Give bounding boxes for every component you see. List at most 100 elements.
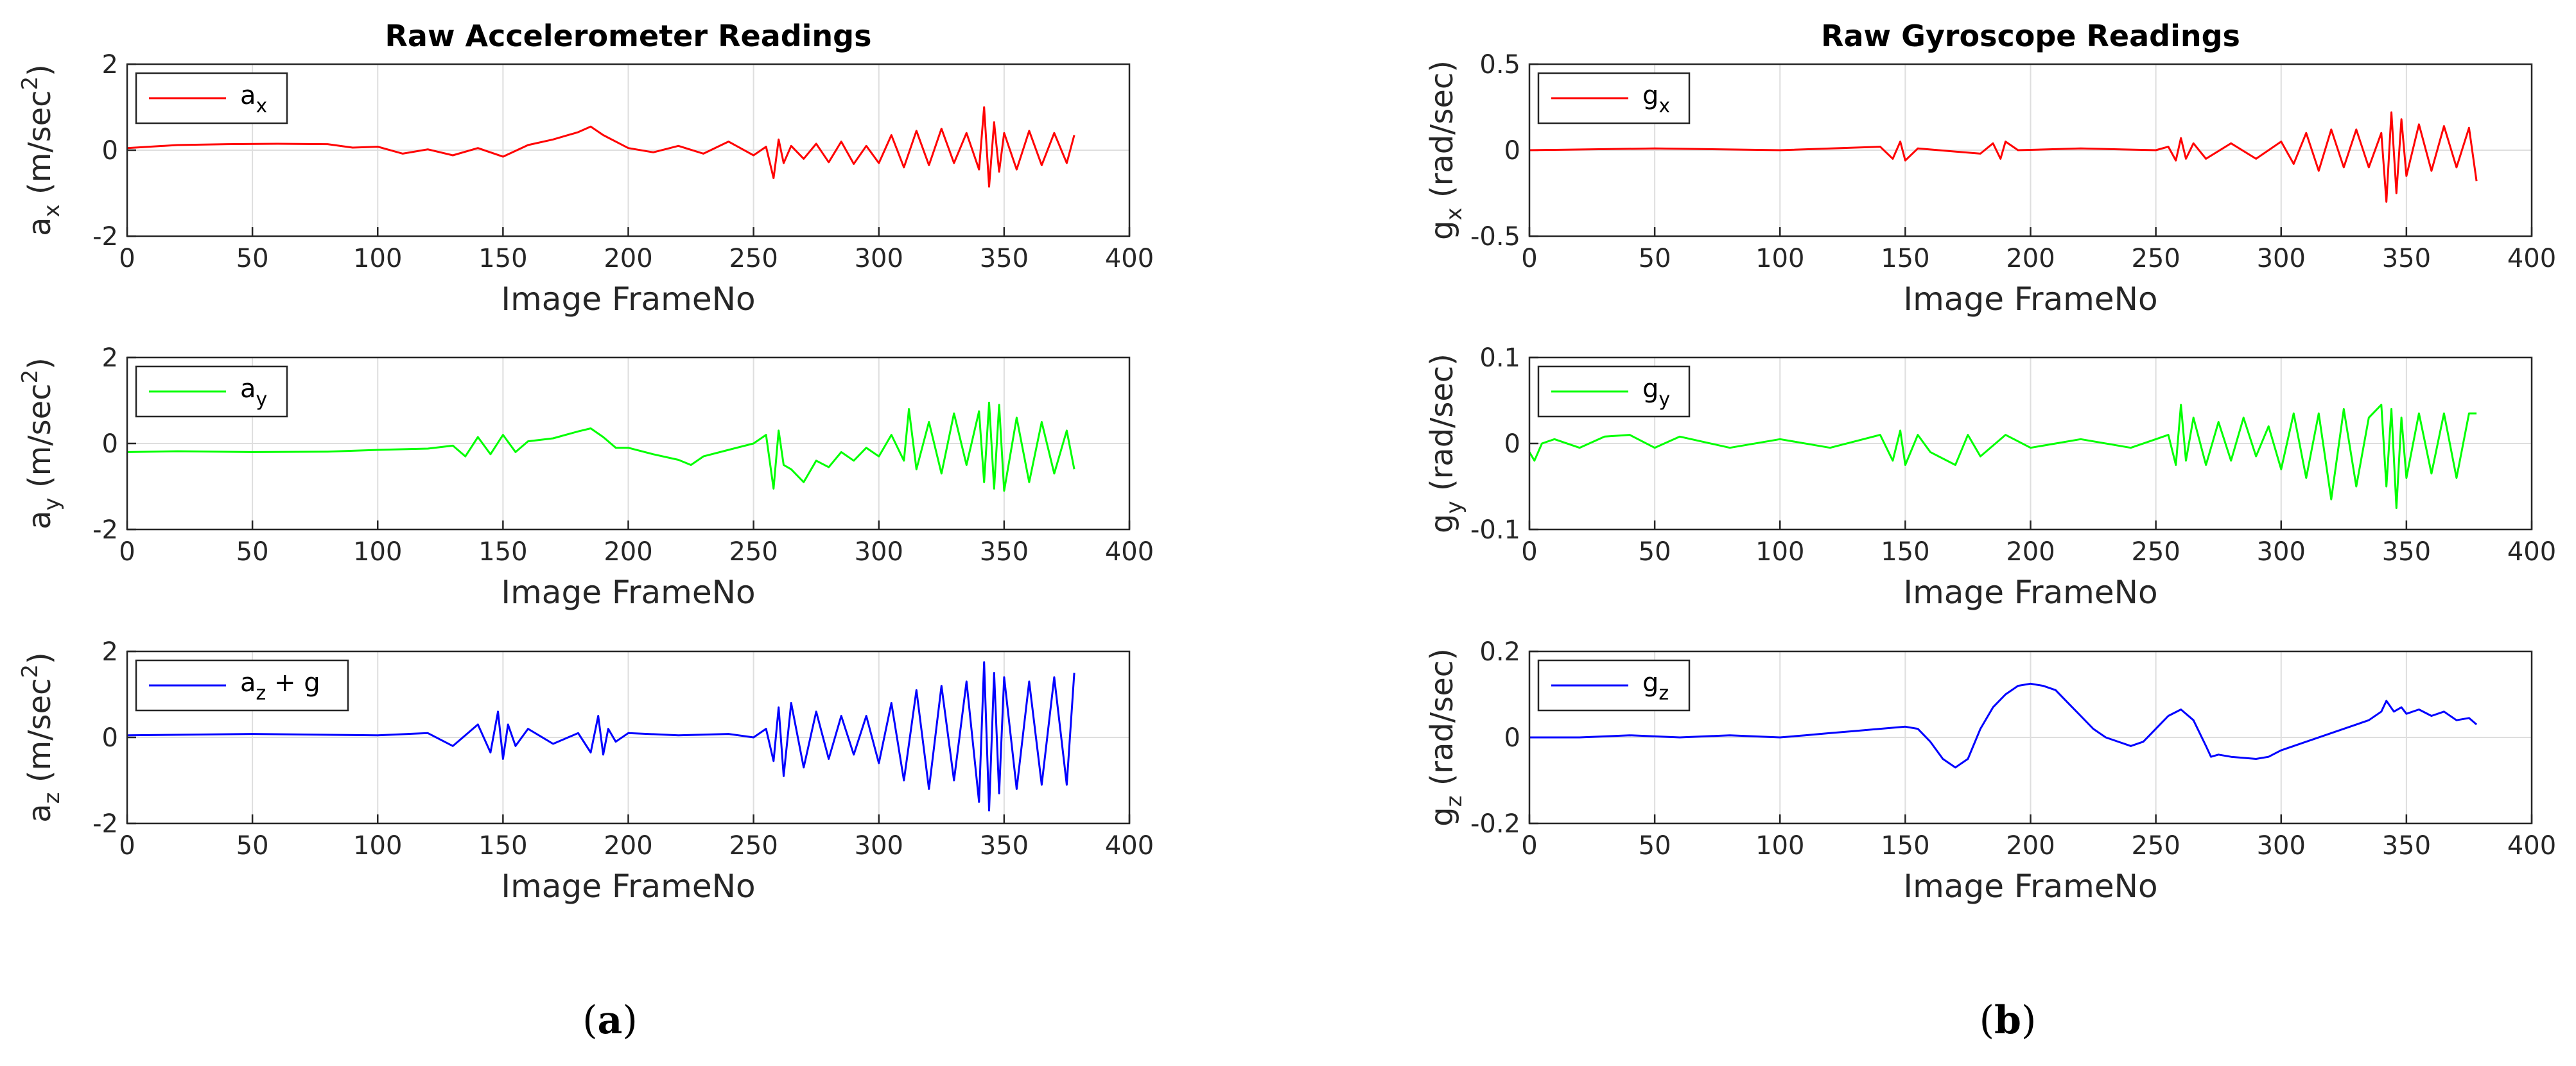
x-tick-label: 350 xyxy=(980,537,1029,567)
x-axis-label: Image FrameNo xyxy=(1903,574,2157,611)
axes-frame xyxy=(1528,63,2533,237)
x-tick-label: 350 xyxy=(2382,244,2431,273)
x-tick-label: 400 xyxy=(1105,537,1154,567)
y-axis-label: gy (rad/sec) xyxy=(1424,354,1467,533)
series-line-ay xyxy=(126,401,1075,492)
y-axis-label: az (m/sec2) xyxy=(17,652,65,823)
x-tick-label: 50 xyxy=(236,244,269,273)
subplot-b-1: 0 50 100 150 200 250 300 350 400-0.100.1gyImage … xyxy=(1424,343,2556,611)
x-tick-label: 250 xyxy=(2131,244,2180,273)
x-tick-label: 0 xyxy=(119,831,135,861)
x-tick-label: 50 xyxy=(236,537,269,567)
x-tick-label: 0 xyxy=(1521,244,1537,273)
x-tick-label: 250 xyxy=(2131,537,2180,567)
y-tick-label: -0.5 xyxy=(1470,222,1520,252)
legend-label: ay xyxy=(240,374,267,411)
legend: gx xyxy=(1537,72,1691,125)
y-axis-label: gx (rad/sec) xyxy=(1424,60,1467,240)
y-tick-label: 0.5 xyxy=(1479,50,1520,80)
x-tick-label: 150 xyxy=(478,244,527,273)
x-tick-label: 400 xyxy=(2507,831,2556,861)
caption-b-letter: b xyxy=(1994,998,2021,1043)
legend-label: gy xyxy=(1642,374,1670,411)
x-axis-label: Image FrameNo xyxy=(1903,280,2157,318)
x-tick-label: 50 xyxy=(1639,244,1671,273)
y-tick-label: -2 xyxy=(92,515,118,545)
x-tick-label: 350 xyxy=(980,244,1029,273)
x-tick-label: 200 xyxy=(2006,831,2055,861)
y-tick-label: 0.1 xyxy=(1479,343,1520,373)
subplot-b-0: 0 50 100 150 200 250 300 350 400-0.500.5gxImage … xyxy=(1424,19,2556,318)
x-tick-label: 250 xyxy=(2131,831,2180,861)
x-tick-label: 150 xyxy=(478,537,527,567)
y-tick-label: -0.2 xyxy=(1470,809,1520,839)
x-tick-label: 50 xyxy=(1639,537,1671,567)
legend: az + g xyxy=(135,659,349,712)
caption-a: (a) xyxy=(582,998,638,1043)
x-tick-label: 300 xyxy=(855,244,903,273)
y-tick-label: 2 xyxy=(102,343,118,373)
x-tick-label: 200 xyxy=(604,244,652,273)
y-axis-label: ax (m/sec2) xyxy=(17,64,65,236)
x-tick-label: 300 xyxy=(2257,537,2306,567)
x-tick-label: 100 xyxy=(353,244,402,273)
x-tick-label: 250 xyxy=(729,831,778,861)
y-tick-label: 0 xyxy=(102,723,118,753)
x-tick-label: 200 xyxy=(2006,244,2055,273)
x-tick-label: 0 xyxy=(119,244,135,273)
x-tick-label: 100 xyxy=(1755,831,1804,861)
legend-label: gz xyxy=(1642,668,1669,705)
y-tick-label: 0 xyxy=(102,429,118,459)
axes-frame xyxy=(1528,650,2533,825)
x-tick-label: 150 xyxy=(1881,831,1929,861)
x-tick-label: 100 xyxy=(1755,537,1804,567)
legend-label: ax xyxy=(240,81,267,117)
y-tick-label: 0 xyxy=(102,136,118,166)
axes-frame xyxy=(126,63,1131,237)
y-axis-label: gz (rad/sec) xyxy=(1424,648,1467,827)
x-tick-label: 200 xyxy=(604,537,652,567)
x-tick-label: 0 xyxy=(1521,831,1537,861)
legend: gy xyxy=(1537,365,1691,418)
legend: ax xyxy=(135,72,288,125)
series-line-gx xyxy=(1529,111,2478,203)
series-line-gz xyxy=(1529,682,2478,769)
y-tick-label: -2 xyxy=(92,222,118,252)
x-axis-label: Image FrameNo xyxy=(501,868,755,905)
x-tick-label: 200 xyxy=(604,831,652,861)
axes-frame xyxy=(126,650,1131,825)
legend-label: az + g xyxy=(240,668,320,705)
x-tick-label: 200 xyxy=(2006,537,2055,567)
x-tick-label: 350 xyxy=(980,831,1029,861)
x-axis-label: Image FrameNo xyxy=(501,574,755,611)
x-tick-label: 50 xyxy=(236,831,269,861)
y-tick-label: 0 xyxy=(1504,723,1520,753)
subplot-b-2: 0 50 100 150 200 250 300 350 400-0.200.2gzImage … xyxy=(1424,637,2556,905)
y-tick-label: 2 xyxy=(102,50,118,80)
y-tick-label: -2 xyxy=(92,809,118,839)
y-axis-label: ay (m/sec2) xyxy=(17,357,65,529)
x-tick-label: 0 xyxy=(1521,537,1537,567)
x-tick-label: 300 xyxy=(2257,244,2306,273)
x-tick-label: 400 xyxy=(1105,831,1154,861)
x-tick-label: 100 xyxy=(353,537,402,567)
x-tick-label: 400 xyxy=(2507,244,2556,273)
x-tick-label: 250 xyxy=(729,537,778,567)
legend: ay xyxy=(135,365,288,418)
series-line-gy xyxy=(1528,404,2477,509)
x-axis-label: Image FrameNo xyxy=(501,280,755,318)
series-line-ax xyxy=(126,106,1075,188)
axes-frame xyxy=(126,356,1131,531)
x-tick-label: 300 xyxy=(855,831,903,861)
x-tick-label: 350 xyxy=(2382,537,2431,567)
x-tick-label: 250 xyxy=(729,244,778,273)
chart-title: Raw Accelerometer Readings xyxy=(385,19,872,53)
x-tick-label: 400 xyxy=(2507,537,2556,567)
y-tick-label: -0.1 xyxy=(1470,515,1520,545)
legend-label: gx xyxy=(1642,81,1670,117)
